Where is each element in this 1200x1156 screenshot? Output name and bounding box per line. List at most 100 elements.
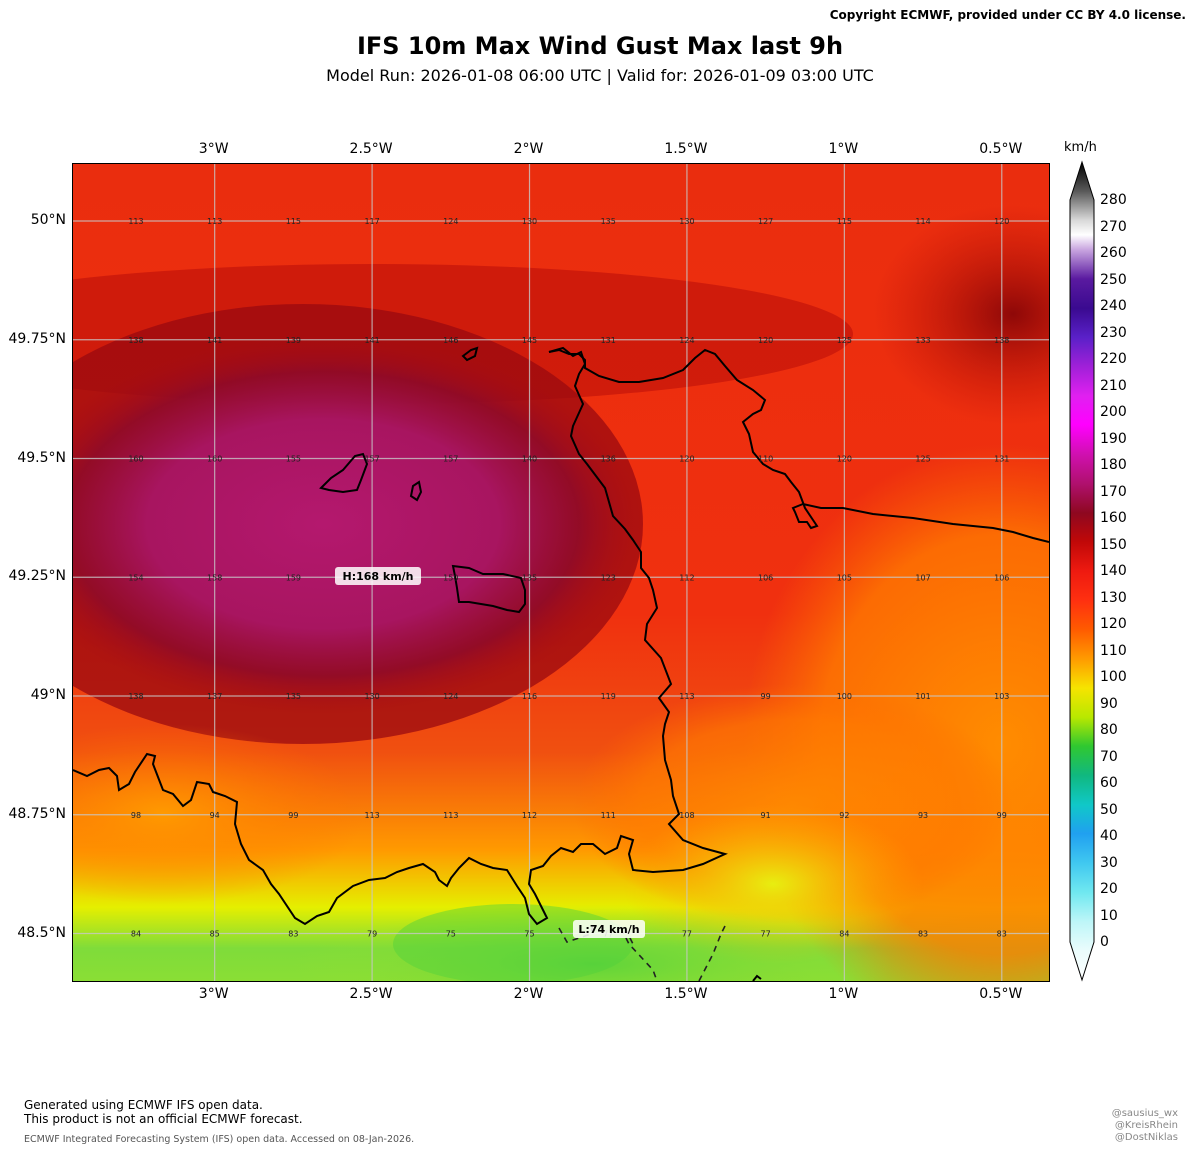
map-panel: 113 113 115 117 124 130 135 130 127 115 114 120 138 1… (72, 163, 1050, 982)
top-lon-label: 3°W (198, 141, 229, 157)
field-green-bottom (293, 904, 893, 981)
lat-label: 49.5°N (17, 449, 66, 466)
grid-value: 117 (364, 217, 379, 226)
lat-label: 48.75°N (8, 805, 66, 822)
grid-value: 120 (994, 217, 1009, 226)
colorbar-tick-label: 280 (1100, 192, 1127, 208)
colorbar-tick-label: 220 (1100, 351, 1127, 367)
grid-value: 138 (994, 336, 1009, 345)
grid-value: 114 (915, 217, 930, 226)
grid-value: 101 (915, 692, 930, 701)
colorbar-tick-label: 170 (1100, 483, 1127, 500)
colorbar-tick-label: 200 (1100, 404, 1127, 420)
colorbar-tick-label: 40 (1100, 828, 1118, 844)
grid-value: 113 (207, 217, 222, 226)
grid-value: 84 (131, 930, 141, 939)
grid-value: 125 (837, 336, 852, 345)
low-label: L:74 km/h (578, 923, 639, 936)
coastlines (73, 346, 1049, 981)
grid-value: 107 (915, 573, 930, 582)
colorbar-tick-label: 180 (1100, 457, 1127, 473)
copyright-notice: Copyright ECMWF, provided under CC BY 4.… (829, 8, 1186, 22)
top-lon-label: 1.5°W (664, 141, 708, 157)
grid-value: 157 (364, 455, 379, 464)
high-label: H:168 km/h (342, 570, 413, 583)
top-lon-label: 2°W (513, 141, 544, 157)
grid-value: 146 (443, 336, 458, 345)
grid-value: 106 (994, 573, 1009, 582)
grid-value: 137 (207, 692, 222, 701)
colorbar-tick-label: 190 (1100, 430, 1127, 447)
coastline-bottom-fragment (752, 974, 762, 981)
top-lon-label: 2.5°W (349, 141, 393, 157)
grid-value: 139 (286, 336, 301, 345)
top-lon-label: 0.5°W (979, 141, 1023, 157)
grid-value: 123 (601, 573, 616, 582)
grid-value: 115 (286, 217, 301, 226)
grid-value: 105 (837, 573, 852, 582)
high-label-bg (335, 567, 421, 585)
coastline-normandy (73, 346, 728, 926)
lat-label: 48.5°N (17, 924, 66, 941)
grid-value: 155 (286, 455, 301, 464)
grid-value: 145 (522, 336, 537, 345)
colorbar-tick-label: 210 (1100, 377, 1127, 394)
grid-value: 84 (839, 930, 849, 939)
grid-value: 106 (758, 573, 773, 582)
grid-value: 138 (128, 692, 143, 701)
grid-value: 113 (364, 811, 379, 820)
colorbar-tick-label: 230 (1100, 324, 1127, 341)
grid-point-values: 113 113 115 117 124 130 135 130 127 115 114 120 138 1… (128, 217, 1009, 939)
handle-3: @DostNiklas (1114, 1132, 1178, 1143)
grid-value: 141 (364, 336, 379, 345)
map-subtitle: Model Run: 2026-01-08 06:00 UTC | Valid … (326, 66, 874, 85)
colorbar-tick-label: 150 (1100, 536, 1127, 553)
colorbar-tick-label: 140 (1100, 563, 1127, 579)
grid-value: 115 (837, 217, 852, 226)
grid-value: 131 (994, 455, 1009, 464)
grid-value: 130 (364, 692, 379, 701)
grid-value: 77 (682, 930, 692, 939)
colorbar-tick-label: 130 (1100, 589, 1127, 606)
high-marker: H:168 km/h (335, 567, 421, 585)
bottom-lon-label: 1.5°W (664, 986, 708, 1002)
grid-value: 77 (761, 930, 771, 939)
colorbar-tick-label: 240 (1100, 298, 1127, 314)
field-magenta-core (73, 334, 643, 714)
grid-value: 150 (443, 573, 458, 582)
colorbar-tick-label: 20 (1100, 881, 1118, 897)
grid-value: 100 (837, 692, 852, 701)
grid-value: 135 (286, 692, 301, 701)
grid-value: 160 (207, 455, 222, 464)
footer-source: ECMWF Integrated Forecasting System (IFS… (24, 1134, 415, 1145)
grid-value: 119 (601, 692, 616, 701)
field-orange-sw (73, 724, 363, 904)
grid-value: 158 (207, 573, 222, 582)
grid-value: 120 (837, 455, 852, 464)
footer-line-2: This product is not an official ECMWF fo… (24, 1112, 303, 1126)
grid-value: 133 (915, 336, 930, 345)
lat-label: 49.75°N (8, 330, 66, 347)
colorbar-tick-label: 120 (1100, 616, 1127, 632)
grid-value: 125 (915, 455, 930, 464)
grid-value: 135 (601, 217, 616, 226)
colorbar-tick-label: 260 (1100, 245, 1127, 261)
field-green-core (393, 904, 633, 981)
colorbar-tick-label: 80 (1100, 722, 1118, 738)
colorbar-unit: km/h (1064, 140, 1097, 155)
grid-value: 116 (522, 692, 537, 701)
grid-value: 103 (994, 692, 1009, 701)
colorbar-tick-label: 110 (1100, 642, 1127, 659)
grid-value: 113 (679, 692, 694, 701)
lat-label: 49°N (30, 687, 66, 703)
grid-value: 127 (758, 217, 773, 226)
graticule (73, 164, 1049, 981)
grid-value: 113 (443, 811, 458, 820)
grid-value: 136 (601, 455, 616, 464)
grid-value: 98 (131, 811, 141, 820)
grid-value: 99 (761, 692, 771, 701)
grid-value: 130 (679, 217, 694, 226)
colorbar-tick-label: 70 (1100, 748, 1118, 765)
colorbar-ramp (1069, 160, 1095, 982)
grid-value: 92 (839, 811, 849, 820)
